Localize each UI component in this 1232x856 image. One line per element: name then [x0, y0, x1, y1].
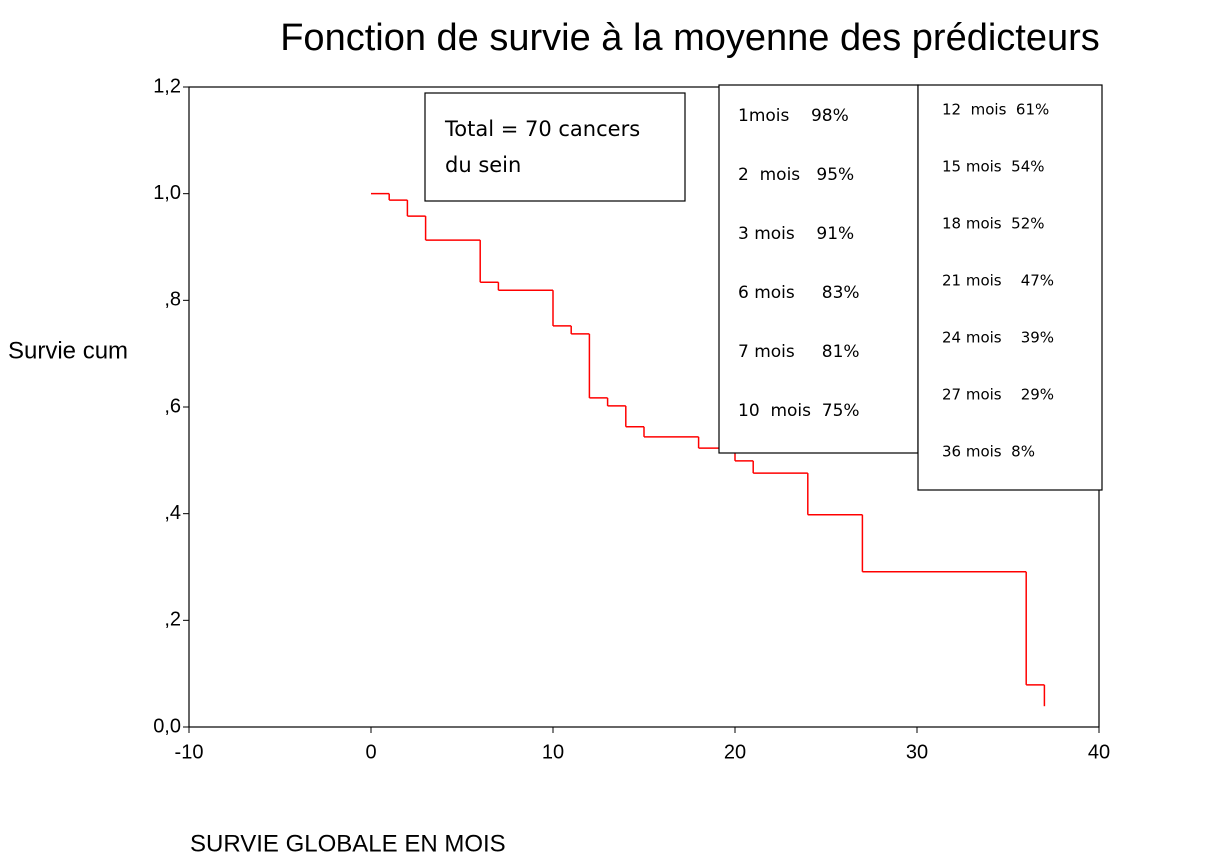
annotation-text: 15 mois 54%	[942, 158, 1045, 176]
annotations: Total = 70 cancers du sein 1mois 98% 2 mois…	[424, 84, 1103, 491]
annotation-text: 21 mois 47%	[942, 272, 1054, 290]
annotation-text: 36 mois 8%	[942, 443, 1035, 461]
x-tick-label: 20	[724, 741, 746, 763]
x-tick-label: -10	[175, 741, 204, 763]
annotation-text: 2 mois 95%	[738, 165, 854, 185]
annotation-text: 6 mois 83%	[738, 283, 860, 303]
annotation-box	[917, 84, 1103, 491]
y-tick-label: 0,0	[153, 715, 181, 737]
x-tick-label: 40	[1088, 741, 1110, 763]
y-tick-label: ,8	[164, 289, 181, 311]
chart-title: Fonction de survie à la moyenne des préd…	[280, 17, 1100, 59]
x-tick-label: 10	[542, 741, 564, 763]
x-tick-label: 30	[906, 741, 928, 763]
annotation-text: Total = 70 cancers	[444, 117, 640, 141]
annotation-text: 27 mois 29%	[942, 386, 1054, 404]
y-tick-label: 1,0	[153, 182, 181, 204]
y-tick-label: ,4	[164, 502, 181, 524]
y-tick-label: 1,2	[153, 75, 181, 97]
y-tick-label: ,6	[164, 395, 181, 417]
annotation-text: 24 mois 39%	[942, 329, 1054, 347]
annotation-text: 1mois 98%	[738, 106, 849, 126]
annotation-box	[424, 92, 686, 202]
annotation-text: du sein	[445, 153, 521, 177]
annotation-text: 10 mois 75%	[738, 401, 860, 421]
x-axis-label: SURVIE GLOBALE EN MOIS	[190, 830, 506, 856]
annotation-text: 12 mois 61%	[942, 101, 1049, 119]
annotation-text: 3 mois 91%	[738, 224, 854, 244]
annotation-text: 18 mois 52%	[942, 215, 1045, 233]
plot-area: 0,0 ,2 ,4 ,6 ,8 1,0 1,2 -10 0 10 20 30 40	[153, 75, 1110, 763]
annotation-box	[718, 84, 919, 454]
annotation-text: 7 mois 81%	[738, 342, 860, 362]
y-axis-label: Survie cum	[8, 337, 128, 364]
x-tick-label: 0	[365, 741, 376, 763]
y-tick-label: ,2	[164, 609, 181, 631]
